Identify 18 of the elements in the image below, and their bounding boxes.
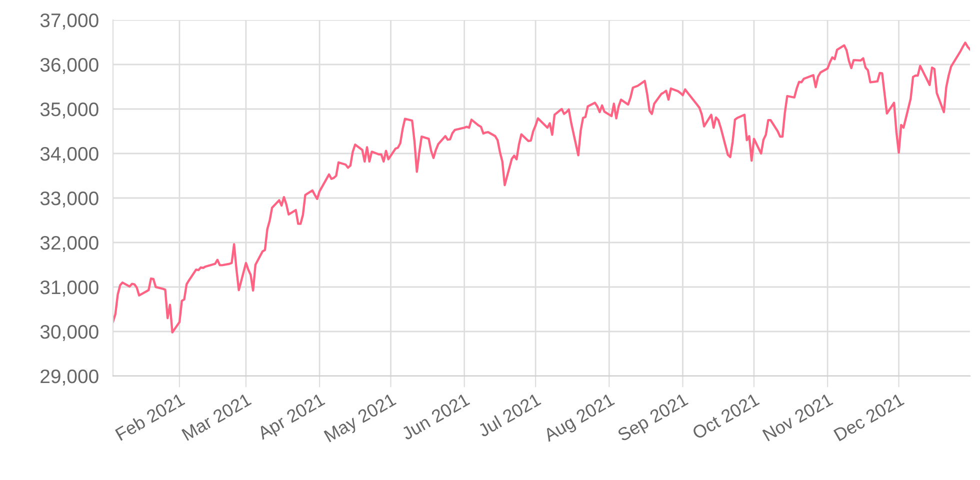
x-tick-label: Aug 2021 — [542, 392, 617, 446]
x-tick-label: Dec 2021 — [833, 392, 905, 442]
y-tick-label: 32,000 — [40, 236, 98, 252]
x-tick-label: Jul 2021 — [476, 392, 542, 438]
x-tick-label: Oct 2021 — [692, 392, 760, 440]
x-tick-label: May 2021 — [324, 392, 398, 446]
y-tick-label: 37,000 — [40, 13, 98, 30]
y-tick-label: 36,000 — [40, 58, 98, 74]
x-tick-label: Nov 2021 — [762, 392, 834, 442]
y-tick-label: 30,000 — [40, 324, 98, 342]
y-tick-label: 33,000 — [40, 191, 98, 208]
y-tick-label: 31,000 — [40, 280, 98, 297]
x-tick-label: Sep 2021 — [616, 392, 690, 445]
x-tick-label: Jun 2021 — [400, 392, 470, 440]
line-series — [113, 42, 970, 334]
y-tick-label: 29,000 — [40, 369, 98, 386]
y-tick-label: 34,000 — [40, 146, 98, 164]
y-tick-label: 35,000 — [40, 102, 98, 119]
